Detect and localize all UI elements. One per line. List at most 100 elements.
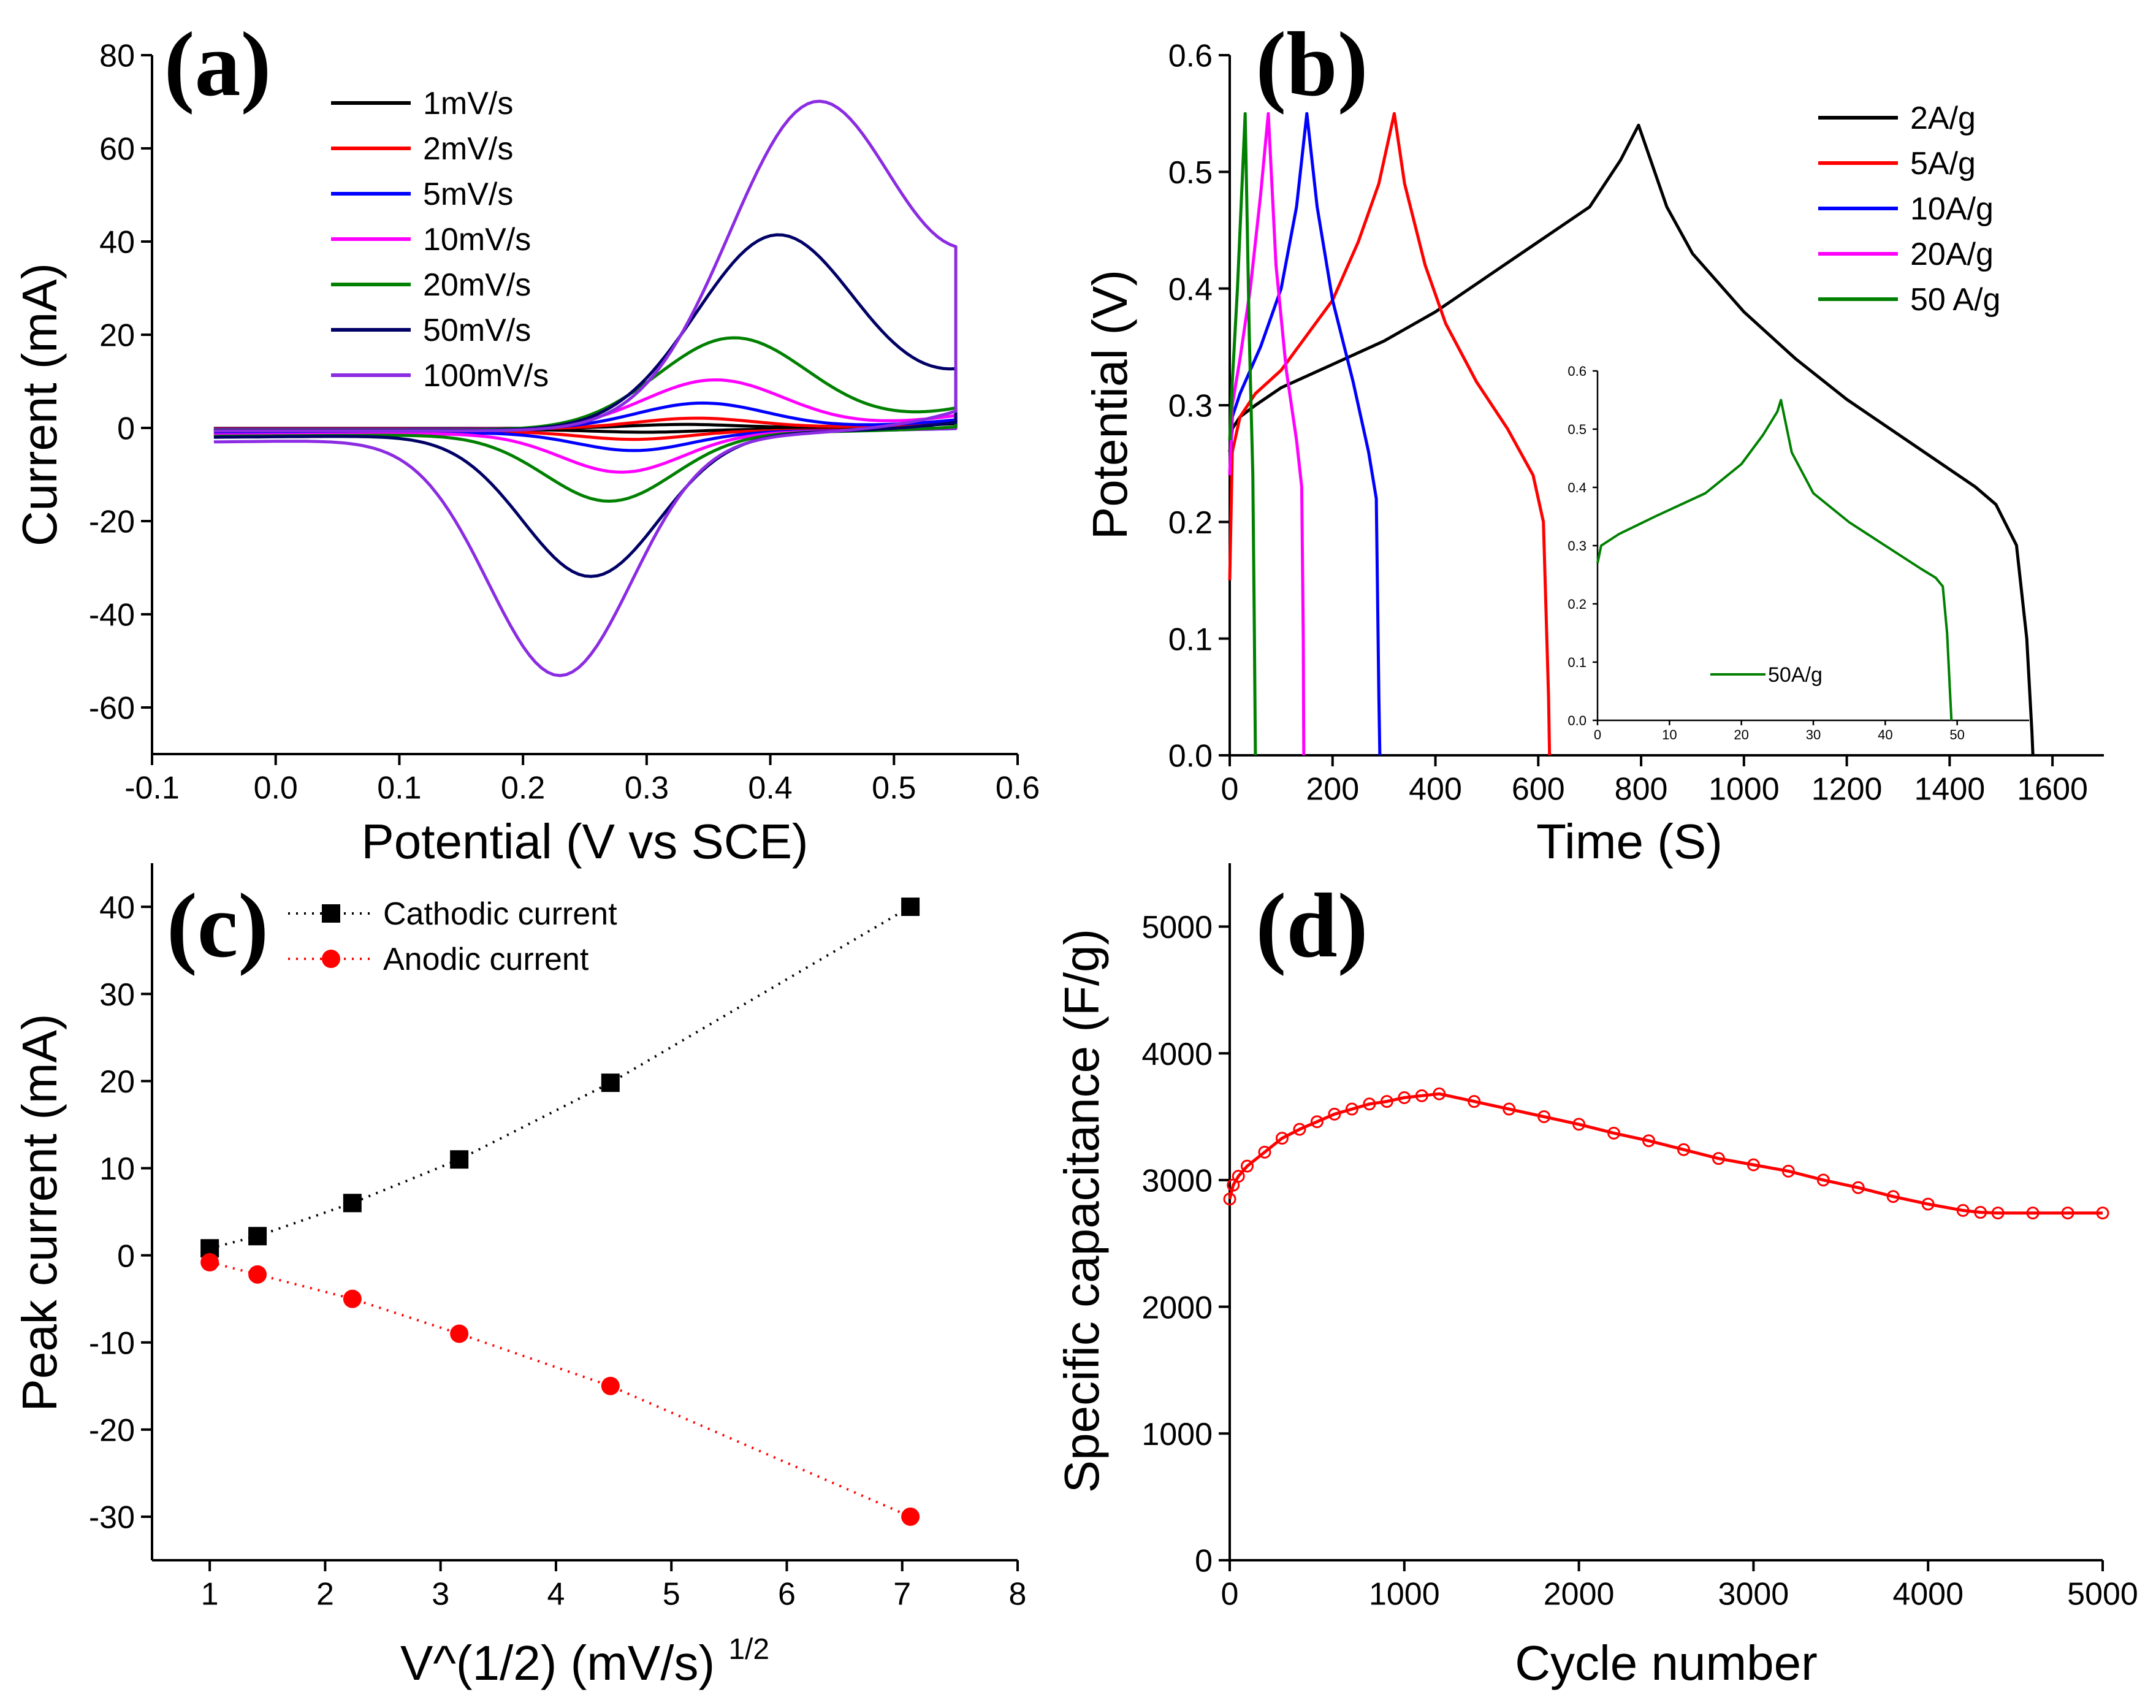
panel-c-point <box>901 898 920 917</box>
panel-a-legend-label: 2mV/s <box>423 131 513 167</box>
panel-d-point <box>1921 1197 1935 1211</box>
panel-b-x-tick-label: 1000 <box>1708 772 1780 807</box>
panel-a-cv-curve <box>213 233 958 578</box>
panel-c-point <box>450 1324 469 1343</box>
panel-c-y-tick-label: -10 <box>89 1325 135 1361</box>
panel-a-label: (a) <box>164 13 272 115</box>
panel-b-inset-y-tick-label: 0.0 <box>1567 713 1587 728</box>
panel-b-x-tick-label: 1400 <box>1914 772 1986 807</box>
panel-b-x-tick-label: 1600 <box>2017 772 2088 807</box>
panel-a-y-tick-label: -20 <box>89 505 135 540</box>
panel-b-gcd-curve <box>1228 112 1257 756</box>
panel-d-point <box>1380 1095 1393 1108</box>
panel-d-y-tick-label: 0 <box>1195 1544 1213 1579</box>
panel-d-point <box>1503 1102 1516 1116</box>
panel-d-point <box>1310 1115 1324 1129</box>
panel-d-point <box>1956 1203 1970 1217</box>
panel-c-y-tick-label: -20 <box>89 1413 135 1449</box>
panel-b-legend-label: 10A/g <box>1910 191 1994 227</box>
panel-d-point <box>1642 1134 1656 1148</box>
panel-b-gcd-curve <box>1228 112 1382 756</box>
panel-d-point <box>1816 1173 1830 1187</box>
panel-a-y-tick-label: -40 <box>89 598 135 633</box>
panel-d-point <box>1258 1145 1271 1159</box>
panel-d-point <box>1537 1110 1551 1123</box>
panel-a-x-tick-label: -0.1 <box>124 771 180 806</box>
panel-c-point <box>248 1265 267 1284</box>
panel-b-gcd-curve <box>1228 112 1306 756</box>
panel-c-x-tick-label: 2 <box>316 1577 334 1612</box>
panel-d-point <box>1712 1152 1725 1165</box>
panel-c-point <box>343 1194 362 1213</box>
panel-c-y-tick-label: 0 <box>117 1238 135 1274</box>
panel-b-inset-y-tick-label: 0.4 <box>1567 480 1587 495</box>
panel-b-inset-x-tick-label: 0 <box>1594 727 1601 742</box>
panel-c-x-tick-label: 1 <box>201 1577 219 1612</box>
panel-c-legend-marker <box>322 904 340 923</box>
panel-d-point <box>1572 1118 1586 1131</box>
panel-b-legend-label: 50 A/g <box>1910 282 2000 318</box>
panel-b-x-tick-label: 400 <box>1409 772 1462 807</box>
panel-d-point <box>1398 1091 1411 1104</box>
panel-d-y-tick-label: 3000 <box>1141 1164 1213 1199</box>
panel-b-gcd-curve <box>1228 112 1552 756</box>
panel-d-x-tick-label: 5000 <box>2067 1577 2138 1612</box>
panel-b-legend-label: 20A/g <box>1910 237 1994 272</box>
panel-a-x-tick-label: 0.5 <box>872 771 916 806</box>
panel-d-point <box>1747 1158 1760 1172</box>
panel-a-x-tick-label: 0.2 <box>501 771 545 806</box>
panel-a-legend-label: 1mV/s <box>423 86 513 121</box>
panel-c-y-tick-label: 20 <box>99 1064 135 1100</box>
panel-b-inset-x-tick-label: 10 <box>1662 727 1677 742</box>
panel-a-legend-label: 100mV/s <box>423 358 549 394</box>
panel-c-point <box>200 1252 219 1271</box>
panel-d-y-tick-label: 4000 <box>1141 1037 1213 1072</box>
panel-a-y-tick-label: 20 <box>99 318 135 354</box>
panel-d-point <box>1293 1123 1306 1136</box>
panel-a-x-axis-title: Potential (V vs SCE) <box>361 814 808 869</box>
panel-a-y-tick-label: -60 <box>89 691 135 726</box>
panel-a-y-tick-label: 60 <box>99 132 135 167</box>
panel-d-point <box>1275 1132 1289 1145</box>
panel-d-point <box>1886 1190 1900 1203</box>
panel-d-point <box>1328 1107 1341 1121</box>
panel-d-x-tick-label: 0 <box>1221 1577 1239 1612</box>
panel-c-x-tick-label: 3 <box>432 1577 449 1612</box>
panel-b-y-tick-label: 0.3 <box>1168 389 1213 424</box>
panel-d-point <box>1232 1170 1245 1183</box>
panel-b-inset-y-tick-label: 0.5 <box>1567 422 1587 437</box>
panel-c-y-tick-label: 30 <box>99 977 135 1013</box>
panel-b-y-tick-label: 0.5 <box>1168 155 1213 191</box>
panel-d-point <box>1991 1207 2005 1220</box>
panel-b-x-axis-title: Time (S) <box>1536 814 1723 869</box>
panel-d-x-tick-label: 4000 <box>1892 1577 1964 1612</box>
panel-a-x-tick-label: 0.0 <box>254 771 298 806</box>
panel-d-point <box>1345 1102 1358 1116</box>
panel-c-legend-label: Cathodic current <box>383 896 617 932</box>
panel-b-y-tick-label: 0.2 <box>1168 505 1213 541</box>
panel-b-inset-legend-label: 50A/g <box>1768 663 1823 687</box>
panel-d-x-tick-label: 3000 <box>1718 1577 1789 1612</box>
panel-d-point <box>1363 1097 1376 1111</box>
panel-d-point <box>2061 1207 2074 1220</box>
panel-d-point <box>1223 1192 1236 1206</box>
panel-c-x-tick-label: 7 <box>893 1577 911 1612</box>
panel-d-point <box>2026 1207 2040 1220</box>
panel-a-legend-label: 5mV/s <box>423 177 513 212</box>
panel-c-y-tick-label: 40 <box>99 890 135 926</box>
panel-d-y-tick-label: 5000 <box>1141 910 1213 945</box>
panel-d-point <box>1468 1095 1481 1108</box>
panel-c-point <box>248 1227 267 1246</box>
panel-b-inset-y-tick-label: 0.1 <box>1567 655 1587 670</box>
panel-a-y-tick-label: 0 <box>117 411 135 447</box>
panel-b-x-tick-label: 0 <box>1221 772 1239 807</box>
panel-b-y-tick-label: 0.4 <box>1168 272 1213 307</box>
panel-d-point <box>1677 1143 1690 1156</box>
panel-b-x-tick-label: 800 <box>1615 772 1668 807</box>
panel-a-y-axis-title: Current (mA) <box>12 263 67 546</box>
panel-b-label: (b) <box>1255 13 1368 115</box>
panel-a-x-tick-label: 0.3 <box>625 771 669 806</box>
panel-c-x-tick-label: 4 <box>547 1577 565 1612</box>
panel-b-y-axis-title: Potential (V) <box>1083 270 1137 539</box>
